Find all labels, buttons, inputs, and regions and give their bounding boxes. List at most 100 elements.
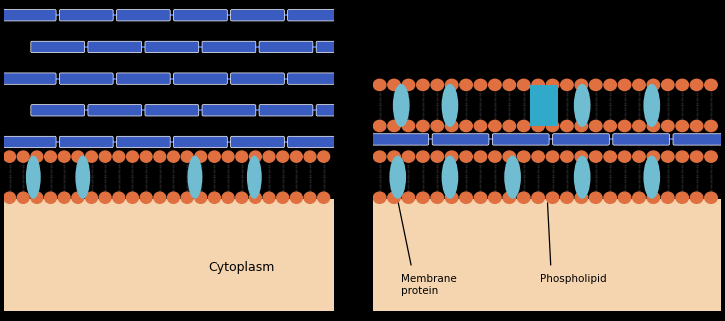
Circle shape — [291, 151, 302, 162]
Circle shape — [209, 151, 220, 162]
FancyBboxPatch shape — [613, 134, 669, 145]
FancyBboxPatch shape — [59, 136, 113, 148]
FancyBboxPatch shape — [492, 134, 549, 145]
Circle shape — [318, 192, 330, 203]
Circle shape — [402, 151, 415, 162]
Circle shape — [402, 192, 415, 203]
Circle shape — [560, 151, 573, 162]
FancyBboxPatch shape — [173, 10, 227, 21]
FancyBboxPatch shape — [231, 136, 284, 148]
Circle shape — [236, 192, 248, 203]
Circle shape — [4, 192, 15, 203]
Circle shape — [575, 79, 587, 91]
Circle shape — [690, 192, 703, 203]
FancyBboxPatch shape — [31, 41, 85, 53]
Ellipse shape — [75, 156, 90, 199]
Circle shape — [417, 151, 429, 162]
FancyBboxPatch shape — [88, 41, 141, 53]
Circle shape — [113, 151, 125, 162]
Bar — [530, 85, 558, 126]
Ellipse shape — [26, 156, 41, 199]
Circle shape — [460, 192, 473, 203]
Circle shape — [661, 192, 674, 203]
Circle shape — [99, 192, 111, 203]
Circle shape — [209, 192, 220, 203]
Circle shape — [460, 79, 473, 91]
Circle shape — [263, 192, 275, 203]
Circle shape — [503, 192, 515, 203]
Circle shape — [647, 120, 660, 132]
Circle shape — [4, 151, 15, 162]
Circle shape — [676, 151, 689, 162]
Circle shape — [402, 120, 415, 132]
Text: Membrane
protein: Membrane protein — [401, 274, 457, 296]
FancyBboxPatch shape — [2, 136, 56, 148]
Circle shape — [518, 192, 530, 203]
Circle shape — [661, 151, 674, 162]
Circle shape — [304, 192, 316, 203]
Ellipse shape — [573, 156, 591, 199]
Circle shape — [388, 151, 400, 162]
Text: Cytoplasm: Cytoplasm — [208, 261, 274, 274]
Circle shape — [589, 151, 602, 162]
Circle shape — [431, 151, 444, 162]
FancyBboxPatch shape — [316, 41, 335, 53]
Circle shape — [647, 192, 660, 203]
Circle shape — [45, 192, 57, 203]
Circle shape — [460, 151, 473, 162]
FancyBboxPatch shape — [202, 41, 256, 53]
Ellipse shape — [442, 156, 458, 199]
Circle shape — [249, 151, 261, 162]
Circle shape — [195, 192, 207, 203]
FancyBboxPatch shape — [88, 105, 141, 116]
Circle shape — [127, 192, 138, 203]
Circle shape — [546, 151, 559, 162]
Circle shape — [474, 192, 486, 203]
Circle shape — [575, 151, 587, 162]
Circle shape — [167, 151, 179, 162]
Circle shape — [45, 151, 57, 162]
FancyBboxPatch shape — [59, 10, 113, 21]
Circle shape — [127, 151, 138, 162]
Circle shape — [167, 192, 179, 203]
FancyBboxPatch shape — [59, 73, 113, 84]
Circle shape — [705, 192, 717, 203]
Circle shape — [546, 192, 559, 203]
Circle shape — [58, 151, 70, 162]
Circle shape — [388, 120, 400, 132]
Bar — [4, 199, 334, 311]
Circle shape — [676, 192, 689, 203]
Circle shape — [474, 151, 486, 162]
Circle shape — [291, 192, 302, 203]
Circle shape — [661, 79, 674, 91]
Circle shape — [402, 79, 415, 91]
Circle shape — [690, 120, 703, 132]
Circle shape — [263, 151, 275, 162]
Circle shape — [72, 151, 84, 162]
Ellipse shape — [247, 156, 262, 199]
Circle shape — [431, 79, 444, 91]
Circle shape — [503, 151, 515, 162]
Bar — [373, 199, 721, 311]
Ellipse shape — [389, 156, 406, 199]
Circle shape — [676, 79, 689, 91]
Ellipse shape — [393, 84, 410, 127]
Circle shape — [489, 120, 501, 132]
Circle shape — [154, 151, 166, 162]
Circle shape — [676, 120, 689, 132]
Circle shape — [489, 151, 501, 162]
Circle shape — [86, 192, 97, 203]
Circle shape — [236, 151, 248, 162]
Circle shape — [618, 120, 631, 132]
FancyBboxPatch shape — [288, 10, 335, 21]
Circle shape — [618, 192, 631, 203]
Circle shape — [618, 151, 631, 162]
Circle shape — [532, 79, 544, 91]
FancyBboxPatch shape — [316, 105, 335, 116]
Circle shape — [705, 120, 717, 132]
Ellipse shape — [573, 84, 591, 127]
Circle shape — [277, 151, 289, 162]
FancyBboxPatch shape — [2, 10, 56, 21]
FancyBboxPatch shape — [231, 10, 284, 21]
Circle shape — [518, 151, 530, 162]
